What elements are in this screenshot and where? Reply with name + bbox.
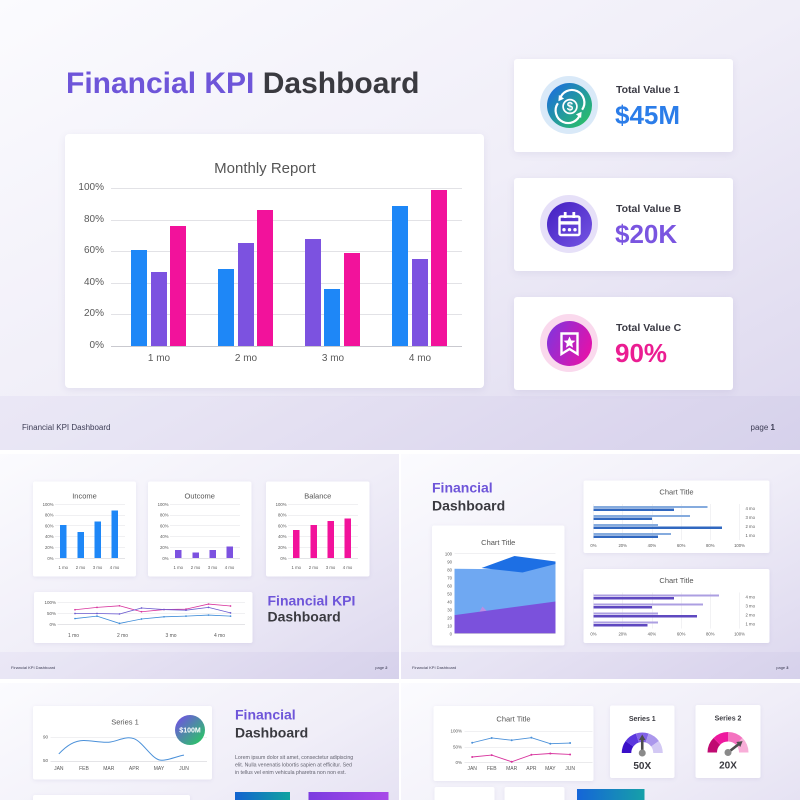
svg-text:$: $ — [566, 101, 573, 113]
